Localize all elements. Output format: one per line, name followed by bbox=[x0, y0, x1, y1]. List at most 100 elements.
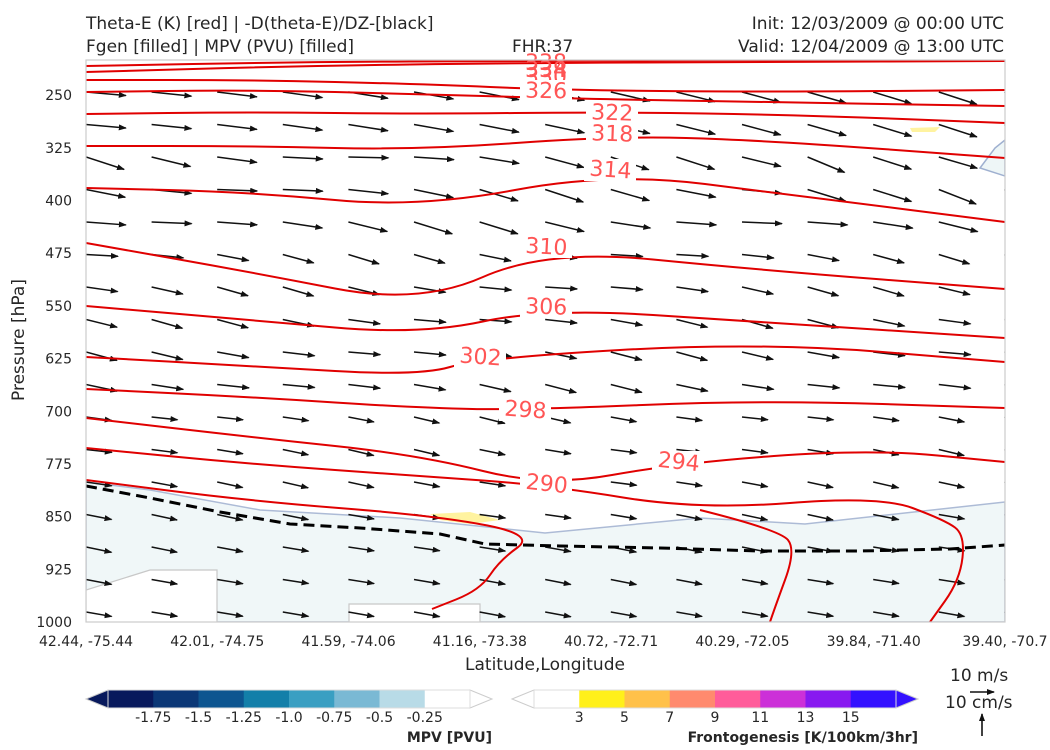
wind-vector bbox=[151, 286, 184, 296]
wind-vector bbox=[1004, 481, 1005, 483]
wind-vector bbox=[217, 351, 250, 360]
wind-vector bbox=[545, 285, 579, 292]
wind-vector bbox=[282, 513, 310, 522]
wind-vector bbox=[1004, 448, 1005, 451]
wind-vector bbox=[807, 416, 835, 423]
theta-e-contour-line bbox=[86, 345, 1005, 374]
theta-e-contour-line bbox=[86, 78, 1005, 93]
colorbar-tick-label: 11 bbox=[751, 710, 769, 726]
wind-vector bbox=[741, 253, 775, 261]
theta-e-label: 318 bbox=[591, 121, 634, 147]
wind-vector bbox=[151, 383, 185, 392]
colorbar-segment bbox=[850, 690, 897, 708]
colorbar-segment bbox=[153, 690, 199, 708]
colorbar-extend-high bbox=[469, 689, 494, 709]
x-tick-label: 42.01, -74.75 bbox=[170, 634, 264, 650]
wind-vector bbox=[151, 351, 184, 361]
x-tick-label: 41.59, -74.06 bbox=[302, 634, 396, 650]
wind-vector bbox=[676, 513, 703, 522]
wind-vector bbox=[741, 351, 775, 361]
wind-vector bbox=[413, 221, 454, 235]
wind-vector bbox=[151, 481, 179, 489]
wind-vector bbox=[86, 188, 127, 199]
wind-vector bbox=[610, 253, 644, 260]
wind-vector bbox=[545, 123, 586, 135]
wind-vector bbox=[1004, 318, 1005, 321]
wind-vector bbox=[938, 188, 978, 205]
theta-e-contour-line bbox=[86, 89, 1005, 107]
x-axis-ticks: 42.44, -75.44 42.01, -74.75 41.59, -74.06 4… bbox=[39, 634, 1048, 650]
wind-vector bbox=[413, 318, 447, 325]
y-axis-ticks: 250 325 400 475 550 625 700 775 850 925 1000 bbox=[36, 88, 72, 631]
wind-vector bbox=[676, 156, 716, 171]
terrain-outline bbox=[86, 569, 481, 622]
wind-vector bbox=[807, 481, 834, 489]
wind-vector bbox=[413, 156, 455, 163]
fgen-fill-small bbox=[430, 512, 500, 524]
wind-vector bbox=[217, 187, 259, 194]
wind-vector bbox=[807, 546, 835, 554]
wind-vector bbox=[872, 156, 913, 170]
wind-vector bbox=[217, 156, 258, 165]
wind-vector bbox=[413, 123, 455, 134]
wind-vector bbox=[807, 286, 840, 297]
wind-vector bbox=[413, 383, 447, 392]
wind-vector bbox=[610, 286, 644, 293]
wind-vector bbox=[217, 221, 259, 228]
colorbar-segment bbox=[379, 690, 426, 708]
wind-vector bbox=[938, 383, 972, 391]
wind-vector bbox=[282, 221, 324, 230]
wind-vector bbox=[676, 481, 704, 488]
dthetae-dz-contour bbox=[86, 484, 1005, 553]
wind-vector bbox=[741, 383, 775, 392]
wind-vector bbox=[479, 188, 519, 202]
wind-vector bbox=[479, 481, 507, 488]
wind-vector bbox=[1004, 611, 1005, 613]
theta-e-contour-line bbox=[86, 388, 1005, 411]
init-time: Init: 12/03/2009 @ 00:00 UTC bbox=[751, 14, 1004, 34]
colorbar-tick-label: -1.25 bbox=[226, 710, 262, 726]
wind-vector bbox=[1004, 188, 1005, 191]
colorbar-tick-label: -1.0 bbox=[275, 710, 302, 726]
plot-frame bbox=[85, 59, 1006, 623]
wind-vector bbox=[1004, 221, 1005, 223]
wind-vector bbox=[479, 253, 512, 263]
wind-vector bbox=[479, 123, 520, 134]
wind-vector bbox=[741, 123, 782, 136]
wind-vector bbox=[873, 221, 914, 230]
x-tick-label: 42.44, -75.44 bbox=[39, 634, 133, 650]
y-tick-label: 250 bbox=[45, 88, 72, 104]
wind-vector bbox=[151, 416, 179, 422]
wind-vector bbox=[610, 318, 644, 327]
wind-vector bbox=[348, 188, 390, 197]
wind-vector bbox=[348, 123, 389, 133]
wind-vector bbox=[413, 188, 455, 200]
wind-vector bbox=[413, 253, 446, 265]
theta-e-label: 306 bbox=[525, 294, 568, 320]
wind-vector bbox=[1004, 123, 1005, 126]
y-tick-label: 625 bbox=[45, 352, 72, 368]
wind-vector bbox=[348, 448, 375, 457]
wind-vector bbox=[1004, 416, 1005, 418]
wind-vector bbox=[479, 513, 507, 521]
wind-vector bbox=[479, 448, 507, 457]
wind-vector bbox=[610, 188, 651, 202]
wind-vector bbox=[873, 318, 906, 328]
wind-vector bbox=[1004, 286, 1005, 288]
wind-vector bbox=[610, 481, 638, 488]
wind-vector bbox=[807, 253, 841, 263]
colorbar-segment bbox=[534, 690, 580, 708]
theta-e-contour-line bbox=[86, 447, 964, 622]
wind-vector bbox=[413, 416, 441, 425]
wind-vector bbox=[479, 221, 519, 235]
theta-e-label: 290 bbox=[524, 470, 568, 499]
wind-vector bbox=[938, 123, 978, 138]
wind-vector bbox=[545, 383, 578, 394]
wind-vector bbox=[741, 286, 775, 296]
wind-vector bbox=[872, 91, 913, 105]
wind-vector bbox=[807, 188, 847, 203]
wind-vector bbox=[610, 578, 638, 587]
wind-vector bbox=[86, 318, 119, 329]
